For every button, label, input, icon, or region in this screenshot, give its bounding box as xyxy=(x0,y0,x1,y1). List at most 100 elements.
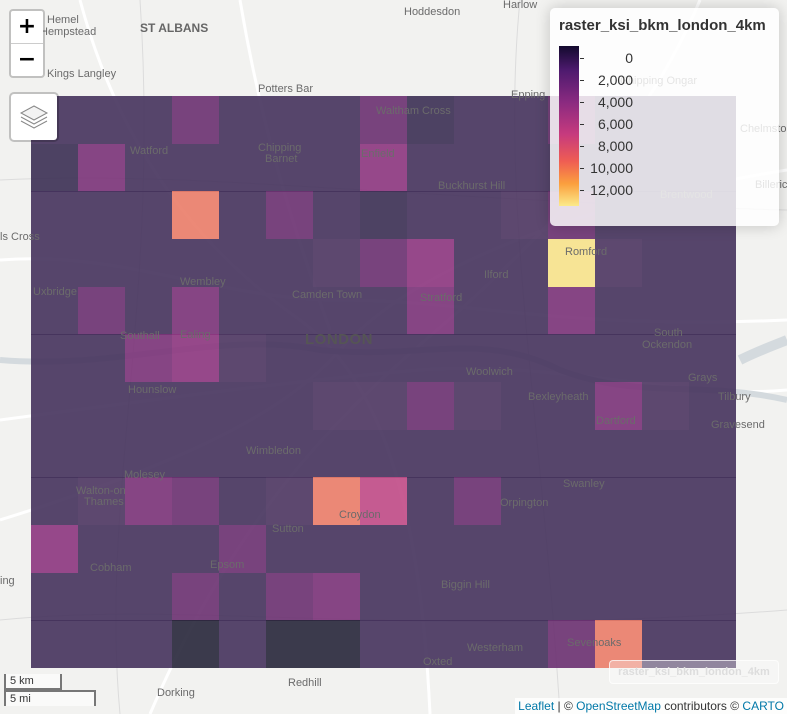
raster-cell xyxy=(360,572,407,621)
raster-cell xyxy=(595,286,642,335)
leaflet-link[interactable]: Leaflet xyxy=(518,699,555,713)
place-label: Enfield xyxy=(361,148,395,160)
zoom-out-button[interactable]: − xyxy=(17,47,37,72)
place-label: Ealing xyxy=(180,329,211,341)
place-label: Westerham xyxy=(467,642,524,654)
raster-cell xyxy=(501,429,548,478)
attribution-sep: | © xyxy=(554,699,577,713)
raster-cell xyxy=(313,143,360,192)
place-label: Cobham xyxy=(90,562,132,574)
raster-cell xyxy=(501,525,548,573)
raster-cell xyxy=(266,286,313,335)
raster-cell xyxy=(407,525,454,573)
zoom-in-button[interactable]: + xyxy=(11,11,43,44)
place-label: Molesey xyxy=(124,469,165,481)
raster-cell xyxy=(78,525,125,573)
raster-cell xyxy=(360,239,407,287)
raster-cell xyxy=(454,239,501,287)
raster-cell xyxy=(31,620,78,669)
raster-cell xyxy=(642,286,689,335)
raster-cell xyxy=(595,572,642,621)
layers-control-button[interactable] xyxy=(9,92,59,142)
raster-cell xyxy=(548,286,595,335)
raster-cell xyxy=(548,525,595,573)
raster-cell xyxy=(407,191,454,240)
raster-cell xyxy=(407,429,454,478)
place-label: ls Cross xyxy=(0,231,40,243)
raster-cell xyxy=(78,334,125,383)
place-label: Epping xyxy=(511,89,546,101)
raster-cell xyxy=(407,334,454,383)
place-label: Uxbridge xyxy=(33,286,78,298)
raster-cell xyxy=(595,239,642,287)
place-label: Redhill xyxy=(288,677,322,689)
place-label: Ockendon xyxy=(642,339,693,351)
place-label: Walton-on xyxy=(76,485,126,497)
place-label: Potters Bar xyxy=(258,83,314,95)
place-label: Orpington xyxy=(500,497,549,509)
raster-cell xyxy=(501,334,548,383)
legend-tick-mark xyxy=(580,58,584,59)
raster-cell xyxy=(125,477,172,526)
raster-cell xyxy=(689,239,736,287)
raster-cell xyxy=(501,191,548,240)
place-label: Wimbledon xyxy=(246,445,302,457)
legend-tick-mark xyxy=(580,190,584,191)
place-label: Barnet xyxy=(265,153,298,165)
place-label: Biggin Hill xyxy=(441,579,490,591)
raster-cell xyxy=(360,191,407,240)
legend-tick-mark xyxy=(580,80,584,81)
place-label: Gravesend xyxy=(711,419,765,431)
legend-tick-label: 6,000 xyxy=(597,116,633,132)
raster-cell xyxy=(501,286,548,335)
place-label: Thames xyxy=(84,496,124,508)
raster-cell xyxy=(172,525,219,573)
place-label: ST ALBANS xyxy=(140,21,209,35)
raster-cell xyxy=(78,620,125,669)
raster-cell xyxy=(31,525,78,573)
raster-cell xyxy=(595,382,642,430)
legend-tick-label: 10,000 xyxy=(590,160,633,176)
attribution: Leaflet | © OpenStreetMap contributors ©… xyxy=(515,698,787,714)
carto-link[interactable]: CARTO xyxy=(742,699,784,713)
scale-mi: 5 mi xyxy=(4,690,96,706)
raster-cell xyxy=(501,239,548,287)
raster-cell xyxy=(548,239,595,287)
legend: raster_ksi_bkm_london_4km 0 2,000 4,000 6,0… xyxy=(550,8,779,226)
raster-cell xyxy=(360,382,407,430)
place-label: Hounslow xyxy=(128,384,177,396)
raster-cell xyxy=(78,382,125,430)
legend-tick-label: 8,000 xyxy=(597,138,633,154)
place-label: Ilford xyxy=(484,269,509,281)
raster-cell xyxy=(219,239,266,287)
legend-color-bar xyxy=(559,46,579,206)
legend-tick-label: 12,000 xyxy=(590,182,633,198)
raster-cell xyxy=(313,239,360,287)
place-label: Hemel xyxy=(47,14,79,26)
raster-cell xyxy=(172,334,219,383)
raster-cell xyxy=(360,143,407,192)
place-label: Stratford xyxy=(420,292,463,304)
place-label: Waltham Cross xyxy=(376,105,451,117)
place-label: Grays xyxy=(688,372,718,384)
raster-cell xyxy=(31,382,78,430)
raster-cell xyxy=(407,572,454,621)
place-label: Sevenoaks xyxy=(567,637,622,649)
raster-cell xyxy=(501,382,548,430)
raster-cell xyxy=(31,477,78,526)
raster-cell xyxy=(454,143,501,192)
raster-cell xyxy=(454,96,501,144)
place-label: Southall xyxy=(120,330,160,342)
raster-cell xyxy=(313,334,360,383)
legend-tick-label: 4,000 xyxy=(597,94,633,110)
raster-cell xyxy=(31,572,78,621)
osm-link[interactable]: OpenStreetMap xyxy=(576,699,661,713)
raster-cell xyxy=(125,143,172,192)
raster-cell xyxy=(266,477,313,526)
raster-cell xyxy=(454,286,501,335)
raster-cell xyxy=(172,477,219,526)
raster-cell xyxy=(313,525,360,573)
raster-cell xyxy=(219,572,266,621)
raster-cell xyxy=(548,572,595,621)
